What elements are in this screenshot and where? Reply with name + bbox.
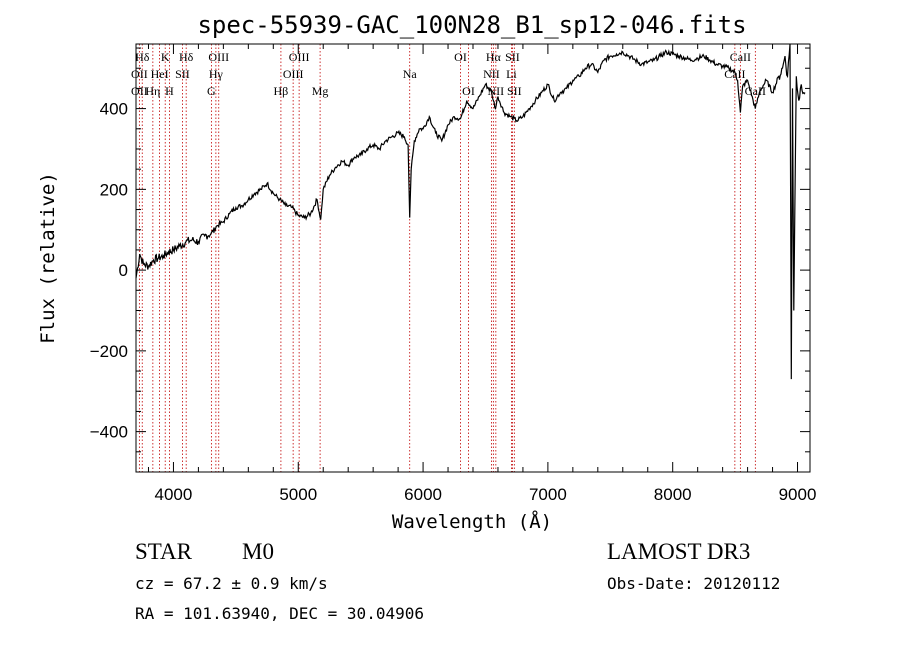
line-label: Hβ (274, 84, 289, 98)
y-axis-ticks: −400 −200 0 200 400 (90, 47, 810, 473)
object-class: STAR (135, 539, 193, 564)
line-label: NII (483, 67, 500, 81)
line-label: Hη (145, 84, 160, 98)
x-tick-label: 4000 (155, 485, 193, 504)
line-label: Hδ (135, 50, 150, 64)
line-label: SII (505, 50, 520, 64)
line-label: OIII (283, 67, 304, 81)
x-tick-label: 5000 (279, 485, 317, 504)
line-label: OI (454, 50, 467, 64)
line-label: OI (462, 84, 475, 98)
x-tick-label: 8000 (654, 485, 692, 504)
chart-title: spec-55939-GAC_100N28_B1_sp12-046.fits (197, 11, 746, 39)
x-tick-label: 7000 (529, 485, 567, 504)
coordinates-text: RA = 101.63940, DEC = 30.04906 (135, 604, 424, 623)
line-label: Mg (312, 84, 329, 98)
line-label: OIII (289, 50, 310, 64)
line-label: SII (507, 84, 522, 98)
line-label: OII (131, 84, 148, 98)
y-axis-label: Flux (relative) (37, 172, 59, 344)
line-label: H (165, 84, 174, 98)
line-label: Hδ (179, 50, 194, 64)
line-label: HeI (151, 67, 169, 81)
line-label: OII (131, 67, 148, 81)
line-label: Li (506, 67, 517, 81)
redshift-text: cz = 67.2 ± 0.9 km/s (135, 574, 328, 593)
x-axis-ticks: 4000 5000 6000 7000 8000 9000 (147, 44, 817, 504)
y-tick-label: 0 (119, 261, 128, 280)
survey-name: LAMOST DR3 (607, 539, 750, 564)
y-tick-label: 400 (100, 100, 128, 119)
line-label: CaII (724, 67, 745, 81)
line-label: Hγ (209, 67, 224, 81)
line-label: OIII (208, 50, 229, 64)
line-label: CaII (730, 50, 751, 64)
line-label: K (161, 50, 170, 64)
y-tick-label: 200 (100, 180, 128, 199)
line-label: G (207, 84, 216, 98)
line-label: Na (403, 67, 418, 81)
x-tick-label: 6000 (404, 485, 442, 504)
x-tick-label: 9000 (779, 485, 817, 504)
line-label: NII (488, 84, 505, 98)
x-axis-label: Wavelength (Å) (392, 510, 552, 533)
object-subclass: M0 (242, 539, 274, 564)
y-tick-label: −400 (90, 423, 128, 442)
spectrum-line (135, 43, 806, 380)
line-label: SII (175, 67, 190, 81)
line-label: Hα (486, 50, 502, 64)
line-markers (138, 44, 756, 472)
obs-date: Obs-Date: 20120112 (607, 574, 780, 593)
y-tick-label: −200 (90, 342, 128, 361)
